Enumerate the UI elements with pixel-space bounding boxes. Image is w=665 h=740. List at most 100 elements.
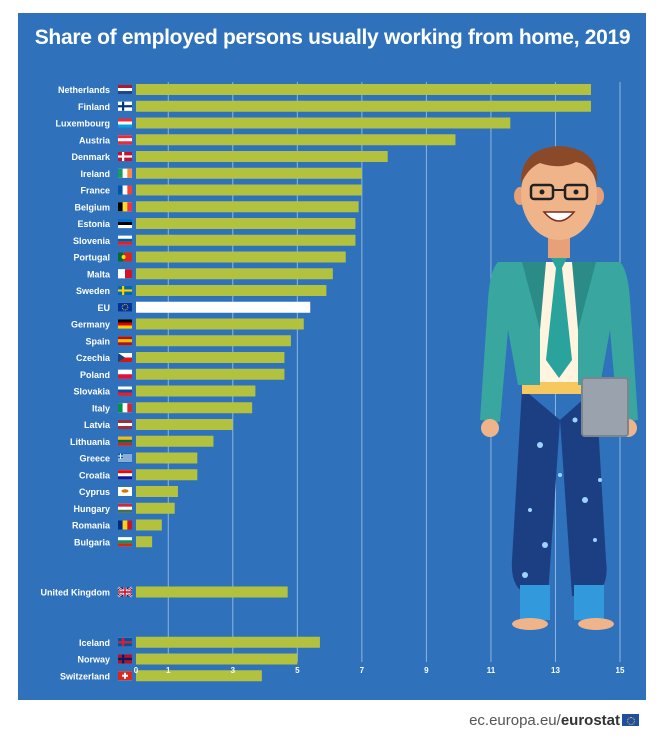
bar-netherlands bbox=[136, 84, 591, 95]
bar-france bbox=[136, 184, 362, 196]
category-label-iceland: Iceland bbox=[79, 638, 110, 648]
category-label-croatia: Croatia bbox=[79, 470, 111, 480]
category-label-italy: Italy bbox=[92, 403, 110, 413]
category-label-denmark: Denmark bbox=[71, 152, 111, 162]
flag-sweden-icon bbox=[118, 286, 132, 295]
bar-norway bbox=[136, 653, 298, 665]
category-label-slovenia: Slovenia bbox=[73, 236, 111, 246]
category-label-malta: Malta bbox=[87, 269, 111, 279]
eu-flag-icon bbox=[622, 714, 639, 726]
bar-finland bbox=[136, 100, 591, 112]
bar-belgium bbox=[136, 201, 359, 213]
category-label-lithuania: Lithuania bbox=[70, 437, 111, 447]
category-label-poland: Poland bbox=[80, 370, 110, 380]
category-label-finland: Finland bbox=[78, 102, 110, 112]
category-label-bulgaria: Bulgaria bbox=[74, 537, 111, 547]
category-label-sweden: Sweden bbox=[76, 286, 110, 296]
category-label-austria: Austria bbox=[79, 135, 111, 145]
flag-italy-icon bbox=[118, 403, 133, 413]
x-tick-label-13: 13 bbox=[551, 666, 560, 675]
flag-poland-icon bbox=[118, 369, 132, 379]
category-label-greece: Greece bbox=[79, 454, 110, 464]
category-label-portugal: Portugal bbox=[73, 253, 110, 263]
flag-hungary-icon bbox=[118, 503, 132, 513]
flag-bulgaria-icon bbox=[118, 537, 132, 547]
flag-cyprus-icon bbox=[118, 487, 132, 496]
x-tick-label-1: 1 bbox=[166, 666, 171, 675]
bar-croatia bbox=[136, 469, 198, 481]
category-label-latvia: Latvia bbox=[84, 420, 111, 430]
flag-ireland-icon bbox=[118, 168, 133, 178]
bar-estonia bbox=[136, 218, 356, 229]
bar-switzerland bbox=[136, 670, 262, 682]
x-axis-ticks: 0 1 3 5 7 9 11 13 15 bbox=[134, 666, 625, 675]
flag-belgium-icon bbox=[118, 202, 133, 212]
x-tick-label-15: 15 bbox=[616, 666, 625, 675]
source-brand: eurostat bbox=[560, 712, 620, 729]
flags bbox=[117, 85, 133, 681]
bar-italy bbox=[136, 402, 253, 414]
category-label-netherlands: Netherlands bbox=[58, 85, 110, 95]
flag-germany-icon bbox=[118, 319, 132, 329]
bar-austria bbox=[136, 134, 456, 146]
x-tick-label-0: 0 bbox=[134, 666, 139, 675]
bar-slovenia bbox=[136, 234, 356, 246]
category-label-eu: EU bbox=[97, 303, 110, 313]
x-tick-label-11: 11 bbox=[487, 666, 496, 675]
category-labels: Netherlands Finland Luxembourg Austria Denma… bbox=[41, 85, 111, 681]
flag-netherlands-icon bbox=[118, 85, 132, 95]
bar-malta bbox=[136, 268, 333, 280]
flag-norway-icon bbox=[118, 654, 132, 664]
x-tick-label-7: 7 bbox=[360, 666, 365, 675]
bar-latvia bbox=[136, 419, 233, 430]
category-label-czechia: Czechia bbox=[76, 353, 111, 363]
category-label-ireland: Ireland bbox=[80, 169, 110, 179]
category-label-slovakia: Slovakia bbox=[73, 387, 111, 397]
bar-eu bbox=[136, 301, 311, 313]
bar-denmark bbox=[136, 151, 388, 162]
flag-latvia-icon bbox=[118, 420, 132, 430]
category-label-norway: Norway bbox=[77, 655, 110, 665]
flag-austria-icon bbox=[118, 135, 132, 145]
category-label-hungary: Hungary bbox=[73, 504, 110, 514]
bar-lithuania bbox=[136, 435, 214, 447]
flag-france-icon bbox=[118, 185, 133, 195]
bars bbox=[136, 84, 591, 682]
bar-hungary bbox=[136, 502, 175, 514]
bar-slovakia bbox=[136, 385, 256, 397]
flag-slovenia-icon bbox=[118, 235, 132, 245]
flag-denmark-icon bbox=[118, 152, 132, 161]
flag-finland-icon bbox=[118, 101, 132, 111]
x-tick-label-5: 5 bbox=[295, 666, 300, 675]
flag-slovakia-icon bbox=[118, 386, 132, 396]
flag-switzerland-icon bbox=[118, 671, 132, 681]
category-label-belgium: Belgium bbox=[74, 202, 110, 212]
category-label-cyprus: Cyprus bbox=[79, 487, 110, 497]
flag-iceland-icon bbox=[118, 637, 132, 647]
bar-greece bbox=[136, 452, 198, 464]
source-footer: ec.europa.eu/eurostat bbox=[469, 712, 639, 729]
category-label-switzerland: Switzerland bbox=[60, 671, 110, 681]
source-site: ec.europa.eu/ bbox=[469, 712, 561, 729]
bar-ireland bbox=[136, 167, 362, 179]
flag-spain-icon bbox=[118, 336, 132, 346]
bar-germany bbox=[136, 318, 304, 330]
flag-lithuania-icon bbox=[118, 436, 132, 446]
category-label-france: France bbox=[80, 186, 110, 196]
flag-estonia-icon bbox=[118, 219, 132, 229]
category-label-spain: Spain bbox=[85, 336, 110, 346]
category-label-luxembourg: Luxembourg bbox=[55, 119, 110, 129]
flag-greece-icon bbox=[118, 453, 132, 463]
flag-portugal-icon bbox=[118, 252, 132, 262]
bar-united-kingdom bbox=[136, 586, 288, 598]
bar-bulgaria bbox=[136, 536, 153, 548]
bar-iceland bbox=[136, 636, 320, 648]
category-label-estonia: Estonia bbox=[77, 219, 111, 229]
flag-united-kingdom-icon bbox=[117, 586, 133, 598]
x-tick-label-3: 3 bbox=[231, 666, 236, 675]
bar-cyprus bbox=[136, 486, 178, 497]
flag-romania-icon bbox=[118, 520, 133, 530]
bar-czechia bbox=[136, 352, 285, 363]
bar-poland bbox=[136, 368, 285, 380]
